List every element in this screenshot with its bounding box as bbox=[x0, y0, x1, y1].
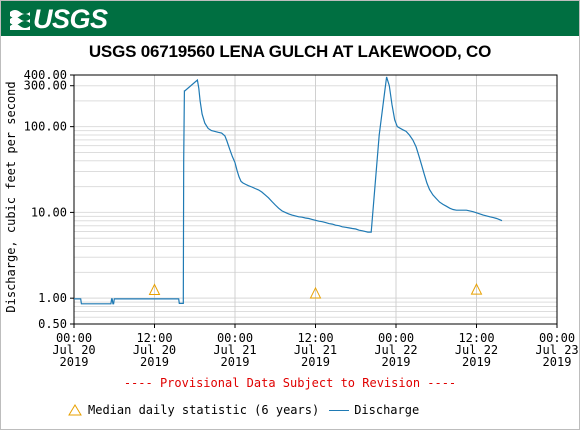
y-tick-label: 10.00 bbox=[31, 205, 67, 219]
x-tick-label: 2019 bbox=[140, 355, 169, 369]
x-tick-label: 12:00 bbox=[458, 331, 494, 345]
y-tick-label: 300.00 bbox=[24, 79, 67, 93]
provisional-notice: ---- Provisional Data Subject to Revisio… bbox=[123, 376, 457, 390]
triangle-marker-icon bbox=[68, 404, 82, 416]
x-tick-label: 00:00 bbox=[539, 331, 575, 345]
x-tick-label: 12:00 bbox=[136, 331, 172, 345]
chart-grid bbox=[73, 74, 558, 325]
chart-ticks: 0.501.0010.00100.00300.00400.0000:00Jul … bbox=[24, 68, 579, 369]
x-tick-label: 2019 bbox=[543, 355, 572, 369]
x-tick-label: Jul 23 bbox=[535, 343, 578, 357]
x-tick-label: 2019 bbox=[221, 355, 250, 369]
chart-series bbox=[74, 76, 503, 305]
x-tick-label: Jul 20 bbox=[133, 343, 176, 357]
line-marker-icon bbox=[329, 409, 350, 411]
usgs-logo-text: USGS bbox=[33, 3, 108, 34]
x-tick-label: 00:00 bbox=[217, 331, 253, 345]
usgs-header-banner: USGS bbox=[1, 1, 579, 36]
y-tick-label: 400.00 bbox=[24, 68, 67, 82]
legend-item-median: Median daily statistic (6 years) bbox=[68, 403, 319, 417]
median-marker bbox=[309, 286, 322, 299]
x-tick-label: Jul 20 bbox=[52, 343, 95, 357]
x-tick-label: Jul 21 bbox=[213, 343, 256, 357]
legend-label-median: Median daily statistic (6 years) bbox=[88, 403, 320, 417]
x-tick-label: 2019 bbox=[301, 355, 330, 369]
legend-item-discharge: Discharge bbox=[325, 403, 419, 417]
x-tick-label: Jul 22 bbox=[374, 343, 417, 357]
x-tick-label: 12:00 bbox=[297, 331, 333, 345]
x-tick-label: Jul 21 bbox=[294, 343, 337, 357]
chart-title: USGS 06719560 LENA GULCH AT LAKEWOOD, CO bbox=[88, 42, 492, 61]
median-marker bbox=[470, 283, 483, 295]
median-marker bbox=[148, 283, 161, 295]
x-tick-label: 00:00 bbox=[56, 331, 92, 345]
x-tick-label: Jul 22 bbox=[455, 343, 498, 357]
y-axis-label: Discharge, cubic feet per second bbox=[4, 81, 18, 312]
y-tick-label: 1.00 bbox=[38, 291, 67, 305]
x-tick-label: 2019 bbox=[60, 355, 89, 369]
x-tick-label: 2019 bbox=[462, 355, 491, 369]
x-tick-label: 2019 bbox=[382, 355, 411, 369]
y-tick-label: 0.50 bbox=[38, 317, 67, 331]
chart-legend: Median daily statistic (6 years) Dischar… bbox=[68, 402, 425, 418]
y-tick-label: 100.00 bbox=[24, 120, 67, 134]
discharge-line bbox=[74, 76, 503, 305]
usgs-logo[interactable]: USGS bbox=[10, 3, 108, 34]
y-axis-label-text: Discharge, cubic feet per second bbox=[4, 81, 18, 312]
x-tick-label: 00:00 bbox=[378, 331, 414, 345]
legend-label-discharge: Discharge bbox=[354, 403, 420, 417]
usgs-wave-icon bbox=[10, 10, 30, 30]
